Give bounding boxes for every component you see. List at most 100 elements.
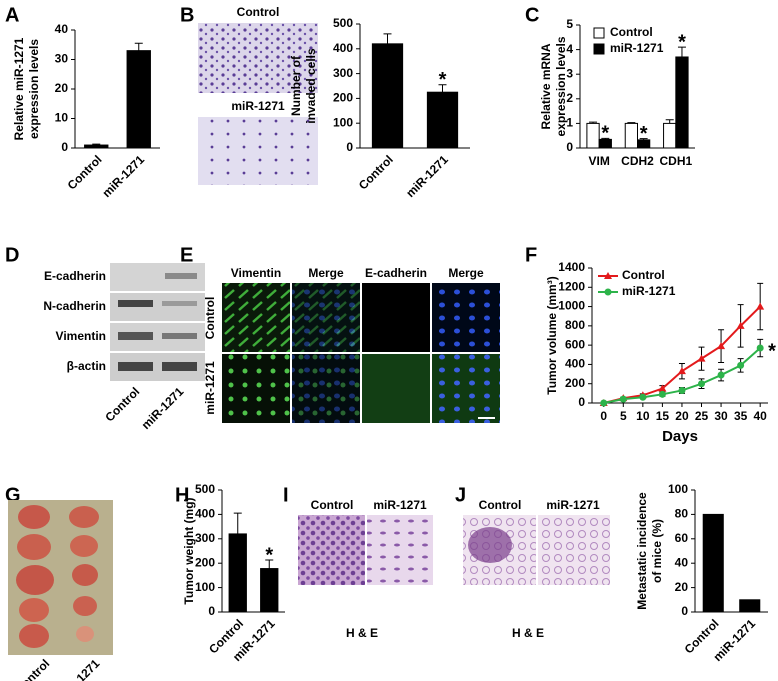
x-tick-label: CDH2: [621, 154, 654, 168]
y-axis-label: Tumor weight (mg): [182, 497, 196, 604]
panel-letter: C: [525, 4, 539, 26]
y-tick-label: 0: [61, 140, 68, 154]
marker: [678, 386, 686, 394]
panel-letter: J: [455, 484, 466, 506]
if-row-label: miR-1271: [203, 361, 217, 415]
panel-letter: B: [180, 4, 194, 26]
error-bar: [265, 559, 274, 569]
marker: [717, 342, 726, 350]
he-label: Control: [311, 498, 354, 512]
y-axis-label: Metastatic incidence: [635, 492, 649, 610]
legend-label: miR-1271: [622, 284, 676, 298]
marker: [639, 393, 647, 401]
y-tick-label: 20: [675, 580, 689, 594]
if-column-label: Merge: [448, 266, 484, 280]
marker: [600, 399, 608, 407]
y-tick-label: 0: [566, 140, 573, 154]
y-tick-label: 200: [565, 376, 585, 390]
image-label: Control: [237, 5, 280, 19]
legend-label: miR-1271: [610, 41, 664, 55]
error-bar: [438, 84, 447, 93]
if-column-label: E-cadherin: [365, 266, 427, 280]
bar: [663, 122, 677, 149]
bar: [739, 599, 761, 613]
bar: [126, 50, 151, 149]
y-axis-label: Tumor volume (mm³): [545, 276, 559, 394]
y-tick-label: 600: [565, 337, 585, 351]
y-tick-label: 200: [333, 91, 353, 105]
marker: [677, 367, 686, 375]
y-axis-label: invaded cells: [304, 48, 318, 124]
x-tick-label: 35: [734, 409, 748, 423]
he-label: miR-1271: [373, 498, 427, 512]
bar: [228, 533, 247, 613]
x-tick-label: Control: [356, 152, 396, 192]
y-tick-label: 4: [566, 42, 573, 56]
panel-letter: D: [5, 244, 19, 266]
bar: [586, 122, 600, 149]
y-tick-label: 1: [566, 116, 573, 130]
y-tick-label: 300: [333, 66, 353, 80]
y-tick-label: 500: [333, 16, 353, 30]
y-tick-label: 20: [55, 81, 69, 95]
bar: [260, 568, 279, 613]
legend-marker: [604, 272, 612, 279]
x-tick-label: 25: [695, 409, 709, 423]
error-bar: [677, 46, 686, 57]
legend-swatch: [593, 27, 605, 39]
blot-row-label: E-cadherin: [44, 269, 106, 283]
if-column-label: Merge: [308, 266, 344, 280]
y-axis-label: Number of: [289, 55, 303, 116]
y-axis-label: expression levels: [554, 36, 568, 136]
y-tick-label: 80: [675, 507, 689, 521]
invasion-image: [198, 23, 318, 93]
y-tick-label: 10: [55, 111, 69, 125]
y-tick-label: 800: [565, 318, 585, 332]
y-tick-label: 200: [195, 555, 215, 569]
y-axis-label: expression levels: [27, 39, 41, 139]
x-tick-label: 5: [620, 409, 627, 423]
y-tick-label: 2: [566, 91, 573, 105]
y-tick-label: 0: [681, 604, 688, 618]
y-tick-label: 400: [333, 41, 353, 55]
he-caption: H & E: [512, 626, 544, 640]
bar: [371, 43, 404, 149]
marker: [717, 371, 725, 379]
y-tick-label: 0: [578, 395, 585, 409]
marker: [756, 302, 765, 310]
legend-label: Control: [622, 268, 665, 282]
marker: [658, 390, 666, 398]
he-image: [367, 515, 433, 585]
he-caption: H & E: [346, 626, 378, 640]
y-tick-label: 1000: [558, 299, 585, 313]
panel-letter: I: [283, 484, 289, 506]
error-bar: [639, 138, 648, 140]
y-tick-label: 500: [195, 482, 215, 496]
x-tick-label: 10: [636, 409, 650, 423]
image-label: miR-1271: [231, 99, 285, 113]
x-tick-label: 30: [714, 409, 728, 423]
photo-label: Control: [12, 656, 52, 681]
x-tick-label: Control: [65, 152, 105, 192]
x-axis-label: Days: [662, 428, 698, 445]
y-axis-label: Relative miR-1271: [12, 37, 26, 140]
y-tick-label: 40: [55, 22, 69, 36]
y-tick-label: 300: [195, 531, 215, 545]
y-tick-label: 1400: [558, 260, 585, 274]
marker: [698, 380, 706, 388]
y-tick-label: 0: [346, 140, 353, 154]
invasion-image: [198, 117, 318, 185]
bar: [675, 56, 689, 149]
he-label: Control: [479, 498, 522, 512]
y-tick-label: 400: [195, 507, 215, 521]
error-bar: [383, 33, 392, 44]
error-bar: [134, 42, 143, 51]
error-bar: [589, 121, 598, 124]
panel-letter: F: [525, 244, 537, 266]
he-label: miR-1271: [546, 498, 600, 512]
y-tick-label: 1200: [558, 279, 585, 293]
marker: [737, 361, 745, 369]
marker: [697, 354, 706, 362]
blot-column-label: Control: [102, 384, 142, 424]
